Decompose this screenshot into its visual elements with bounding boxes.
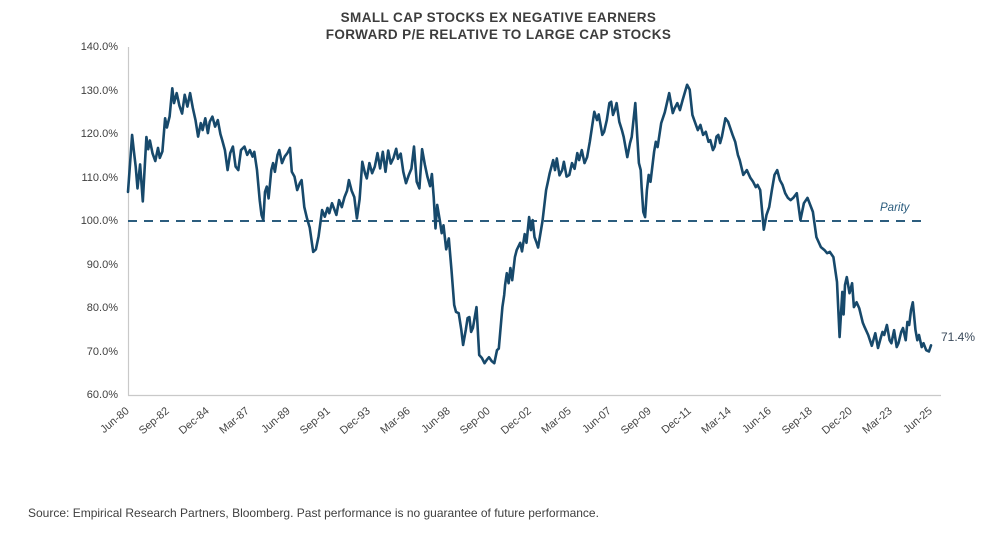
- y-tick-label: 130.0%: [80, 84, 118, 97]
- y-tick-label: 110.0%: [81, 171, 119, 184]
- chart-title-line1: SMALL CAP STOCKS EX NEGATIVE EARNERS: [340, 10, 657, 25]
- chart-title: SMALL CAP STOCKS EX NEGATIVE EARNERS FOR…: [0, 9, 997, 43]
- y-tick-label: 120.0%: [80, 128, 118, 140]
- last-value-label: 71.4%: [941, 330, 976, 344]
- y-tick-label: 100.0%: [80, 215, 118, 227]
- source-note: Source: Empirical Research Partners, Blo…: [28, 506, 599, 520]
- y-tick-label: 80.0%: [86, 302, 118, 314]
- parity-annotation: Parity: [880, 202, 910, 214]
- y-tick-label: 90.0%: [86, 258, 118, 271]
- y-tick-label: 60.0%: [86, 389, 118, 401]
- y-tick-label: 140.0%: [80, 41, 118, 53]
- series-line: [126, 83, 933, 365]
- y-tick-label: 70.0%: [86, 345, 118, 358]
- chart-title-line2: FORWARD P/E RELATIVE TO LARGE CAP STOCKS: [325, 27, 672, 42]
